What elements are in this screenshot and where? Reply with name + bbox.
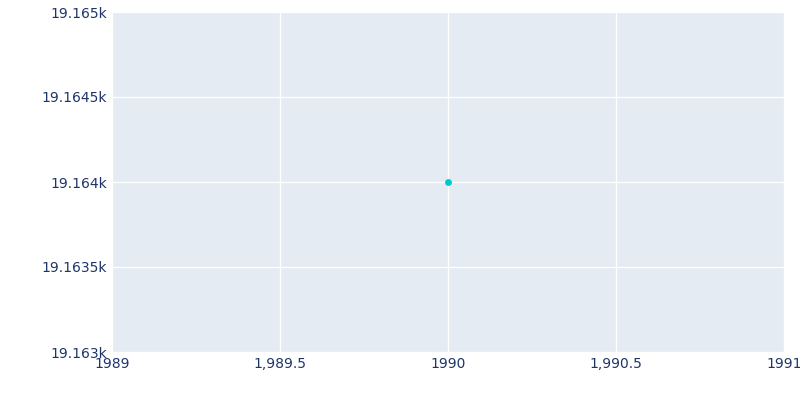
Point xyxy=(442,179,454,185)
